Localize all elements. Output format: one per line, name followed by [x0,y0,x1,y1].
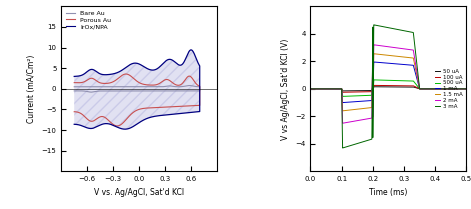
1 mA [401,63,407,66]
100 uA [401,84,407,87]
1.5 mA [336,88,341,90]
1.5 mA [436,88,441,90]
100 uA [409,84,414,87]
1.5 mA [401,56,407,58]
2 mA [424,88,430,90]
Line: 500 uA: 500 uA [310,80,466,96]
3 mA [409,31,414,33]
1 mA [424,88,430,90]
50 uA [463,88,469,90]
1 mA [371,61,377,63]
100 uA [308,88,313,90]
2 mA [340,122,345,125]
3 mA [336,88,341,90]
Y-axis label: V vs Ag/AgCl, Sat'd KCl (V): V vs Ag/AgCl, Sat'd KCl (V) [281,38,290,140]
3 mA [436,88,441,90]
100 uA [367,90,373,93]
Line: 50 uA: 50 uA [310,87,466,91]
500 uA [409,80,414,82]
100 uA [463,88,469,90]
1.5 mA [308,88,313,90]
1 mA [436,88,441,90]
50 uA [367,89,373,92]
3 mA [371,24,377,26]
3 mA [401,29,407,32]
1.5 mA [340,110,345,112]
3 mA [424,88,430,90]
500 uA [436,88,441,90]
X-axis label: Time (ms): Time (ms) [369,188,407,197]
1 mA [409,64,414,66]
Line: 1 mA: 1 mA [310,62,466,103]
1.5 mA [367,107,373,109]
2 mA [401,48,407,50]
2 mA [308,88,313,90]
Line: 100 uA: 100 uA [310,85,466,92]
50 uA [308,88,313,90]
100 uA [340,91,345,93]
100 uA [424,88,430,90]
100 uA [336,88,341,90]
Y-axis label: Current (mA/Cm²): Current (mA/Cm²) [27,55,36,123]
2 mA [371,43,377,46]
Line: 3 mA: 3 mA [310,25,466,148]
Line: 2 mA: 2 mA [310,45,466,123]
2 mA [409,49,414,51]
1 mA [336,88,341,90]
2 mA [436,88,441,90]
Legend: Bare Au, Porous Au, IrOx/NPA: Bare Au, Porous Au, IrOx/NPA [65,9,113,31]
50 uA [424,88,430,90]
3 mA [340,147,345,149]
1.5 mA [424,88,430,90]
1 mA [463,88,469,90]
100 uA [371,84,377,87]
2 mA [463,88,469,90]
1 mA [308,88,313,90]
X-axis label: V vs. Ag/AgCl, Sat'd KCl: V vs. Ag/AgCl, Sat'd KCl [94,188,184,197]
50 uA [409,86,414,88]
3 mA [463,88,469,90]
500 uA [340,95,345,98]
50 uA [371,85,377,88]
500 uA [367,94,373,97]
1.5 mA [371,52,377,55]
500 uA [401,79,407,82]
Polygon shape [74,50,200,129]
500 uA [308,88,313,90]
500 uA [463,88,469,90]
500 uA [371,79,377,81]
Line: 1.5 mA: 1.5 mA [310,54,466,111]
500 uA [336,88,341,90]
2 mA [336,88,341,90]
Legend: 50 uA, 100 uA, 500 uA, 1 mA, 1.5 mA, 2 mA, 3 mA: 50 uA, 100 uA, 500 uA, 1 mA, 1.5 mA, 2 m… [434,68,463,110]
50 uA [336,88,341,90]
1 mA [340,101,345,104]
100 uA [436,88,441,90]
2 mA [367,117,373,120]
50 uA [401,86,407,88]
1 mA [367,99,373,102]
3 mA [367,138,373,141]
50 uA [340,90,345,92]
500 uA [424,88,430,90]
50 uA [436,88,441,90]
1.5 mA [409,57,414,59]
3 mA [308,88,313,90]
1.5 mA [463,88,469,90]
